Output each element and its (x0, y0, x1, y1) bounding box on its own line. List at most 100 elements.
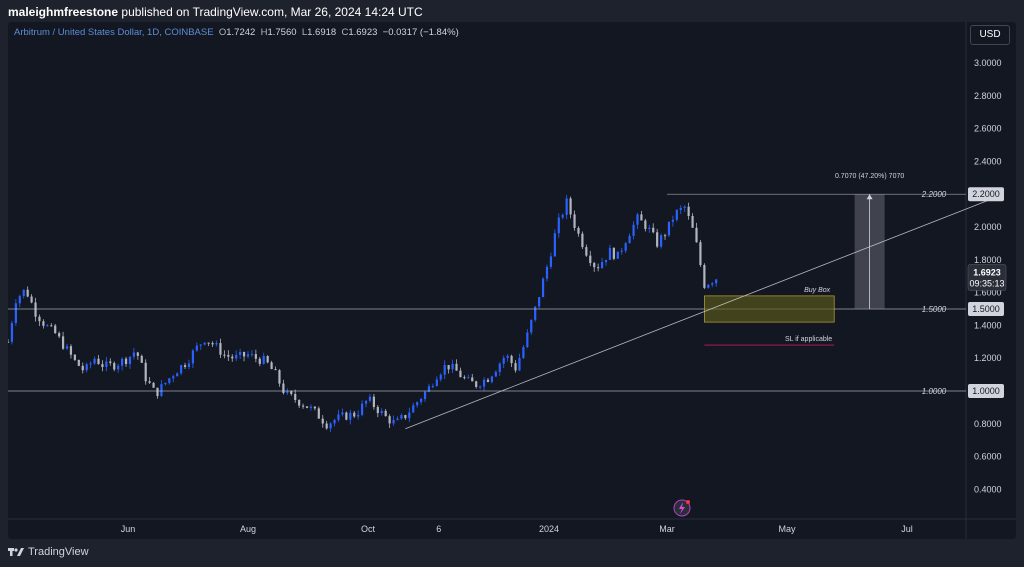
candle-body (612, 247, 615, 259)
candle-body (242, 351, 246, 357)
chart-panel[interactable]: 3.0000 2.8000 2.6000 2.4000 2.2000 2.0000 1.80… (8, 22, 1016, 539)
candle-body (506, 355, 509, 358)
candle-body (278, 370, 281, 384)
candle-body (58, 333, 61, 337)
candle-body (380, 410, 383, 414)
candle-body (73, 354, 76, 360)
price-chart[interactable]: 3.0000 2.8000 2.6000 2.4000 2.2000 2.0000 1.80… (8, 22, 1016, 539)
candle-body (475, 381, 478, 387)
footer-brand: TradingView (8, 546, 89, 558)
candle-body (10, 322, 14, 342)
candle-body (400, 415, 403, 419)
candle-body (545, 266, 549, 279)
candle-body (372, 396, 375, 407)
author-name[interactable]: maleighmfreestone (8, 5, 119, 19)
low-label: L (301, 27, 308, 38)
candle-body (652, 227, 655, 233)
candle-body (26, 289, 29, 297)
candle-body (274, 369, 277, 371)
candle-body (384, 410, 387, 417)
candle-body (632, 224, 635, 236)
candle-body (345, 412, 348, 420)
close-label: C (341, 27, 349, 38)
candle-body (109, 361, 112, 363)
candle-body (219, 343, 222, 355)
candle-body (549, 256, 553, 267)
candle-body (715, 279, 718, 284)
candle-body (663, 235, 667, 237)
candle-body (294, 393, 297, 401)
candle-body (309, 406, 313, 408)
candle-body (172, 376, 175, 379)
candle-body (471, 377, 474, 382)
candle-body (581, 233, 584, 248)
candle-body (290, 391, 293, 394)
candle-body (443, 365, 446, 375)
candle-body (514, 363, 517, 371)
candle-body (113, 362, 116, 370)
candle-body (368, 396, 372, 401)
candle-body (364, 400, 368, 404)
candle-body (266, 355, 269, 363)
candle-body (180, 365, 183, 374)
symbol-title[interactable]: Arbitrum / United States Dollar, 1D, COI… (14, 27, 214, 38)
level-price-badge (968, 302, 1004, 316)
candle-body (687, 206, 690, 217)
candle-body (412, 405, 415, 413)
candle-body (447, 365, 450, 370)
candle-body (498, 363, 501, 372)
candle-body (707, 284, 710, 288)
candle-body (659, 235, 663, 247)
candle-body (522, 347, 525, 358)
candle-body (553, 233, 556, 257)
candle-body (262, 355, 265, 364)
candle-body (30, 296, 33, 303)
candle-body (321, 418, 324, 424)
candle-body (286, 391, 289, 393)
candle-body (18, 296, 21, 304)
candle-body (258, 358, 261, 364)
publish-line: maleighmfreestone published on TradingVi… (8, 5, 423, 19)
candle-body (451, 363, 454, 370)
candle-body (211, 343, 214, 345)
measure-arrow-head (866, 194, 873, 200)
candle-body (604, 259, 608, 262)
level-line-label: 1.5000 (922, 305, 947, 314)
candle-body (561, 214, 564, 218)
candle-body (183, 365, 187, 367)
candle-body (333, 419, 336, 424)
candle-body (231, 356, 234, 359)
candle-body (305, 406, 309, 408)
candle-body (160, 384, 163, 397)
currency-button[interactable]: USD (970, 25, 1010, 45)
high-value: 1.7560 (267, 27, 297, 38)
candle-body (467, 377, 470, 379)
level-line-label: 1.0000 (922, 387, 947, 396)
candle-body (357, 414, 360, 417)
candle-body (526, 332, 529, 348)
candle-body (50, 325, 53, 327)
trendline (405, 197, 996, 430)
candle-body (46, 325, 49, 327)
candle-body (101, 364, 104, 368)
price-tick-label: 3.0000 (974, 58, 1002, 68)
candle-body (427, 386, 431, 392)
candle-body (608, 247, 612, 260)
lightning-icon-glyph (679, 502, 685, 514)
candle-body (128, 356, 132, 364)
candle-body (38, 316, 41, 322)
candle-body (597, 267, 600, 269)
candle-body (199, 344, 202, 346)
measure-label: 0.7070 (47.20%) 7070 (835, 173, 904, 180)
candle-body (85, 364, 88, 371)
candle-body (691, 216, 694, 228)
candle-body (317, 408, 320, 419)
candle-body (675, 210, 678, 220)
candle-body (353, 412, 356, 417)
candle-body (593, 263, 596, 268)
open-value: 1.7242 (226, 27, 256, 38)
candle-body (420, 398, 423, 403)
candle-body (22, 289, 25, 297)
candle-body (557, 217, 560, 234)
price-tick-label: 2.4000 (974, 156, 1002, 166)
